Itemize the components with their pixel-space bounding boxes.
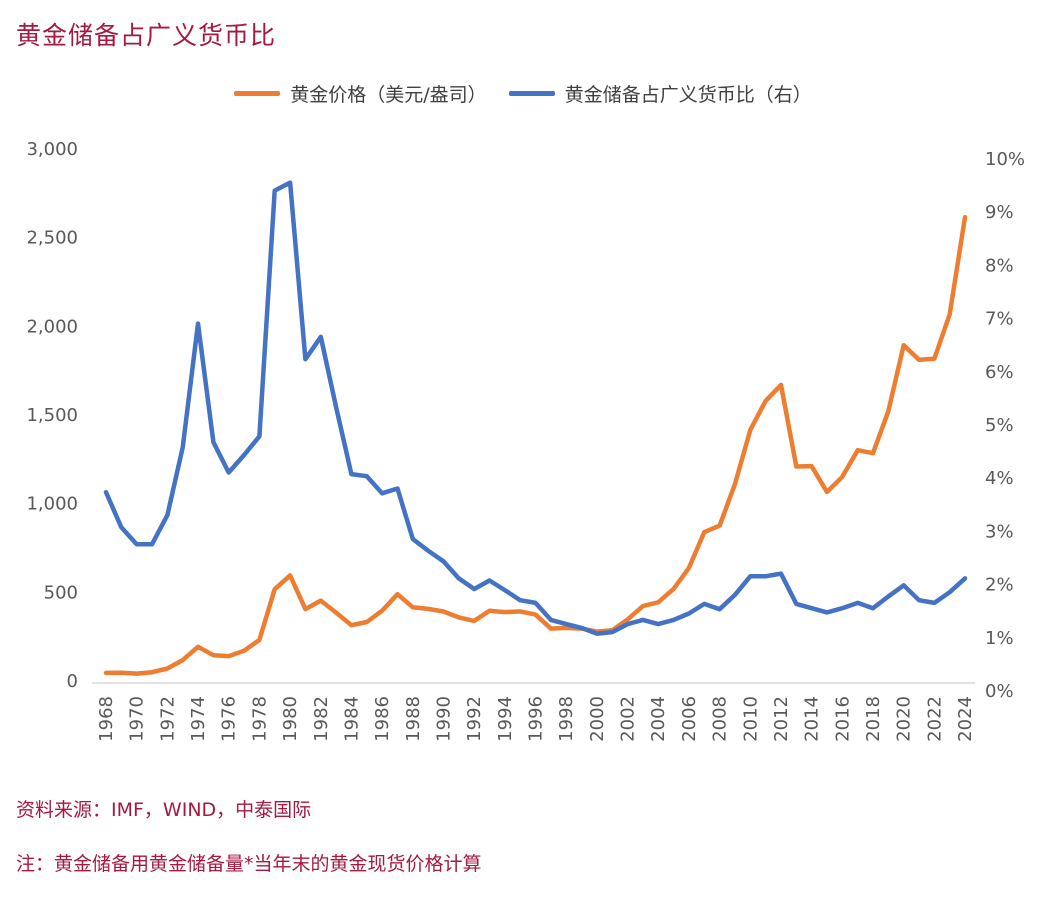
- y-right-tick-label: 1%: [985, 628, 1014, 649]
- source-note: 资料来源：IMF，WIND，中泰国际: [16, 799, 312, 821]
- x-tick-label: 2020: [894, 696, 915, 742]
- y-right-tick-label: 5%: [985, 415, 1014, 436]
- x-tick-label: 2012: [771, 696, 792, 742]
- x-tick-label: 2006: [679, 696, 700, 742]
- y-left-tick-label: 2,000: [26, 316, 78, 337]
- y-left-tick-label: 3,000: [26, 139, 78, 160]
- x-tick-label: 1978: [249, 696, 270, 742]
- x-tick-label: 1986: [372, 696, 393, 742]
- x-tick-label: 2008: [710, 696, 731, 742]
- legend-swatch-gold-price: [234, 91, 281, 96]
- x-tick-label: 1972: [157, 696, 178, 742]
- calculation-note: 注：黄金储备用黄金储备量*当年末的黄金现货价格计算: [16, 853, 482, 875]
- x-tick-label: 1994: [495, 696, 516, 742]
- x-tick-label: 2010: [740, 696, 761, 742]
- x-tick-label: 1980: [280, 696, 301, 742]
- x-tick-label: 2002: [618, 696, 639, 742]
- x-tick-label: 2022: [924, 696, 945, 742]
- x-tick-label: 2018: [863, 696, 884, 742]
- x-tick-label: 1990: [433, 696, 454, 742]
- x-tick-label: 1984: [341, 696, 362, 742]
- y-left-tick-label: 1,500: [26, 405, 78, 426]
- y-right-tick-label: 2%: [985, 575, 1014, 596]
- y-right-tick-label: 8%: [985, 255, 1014, 276]
- y-left-tick-label: 500: [44, 582, 78, 603]
- y-right-tick-label: 0%: [985, 681, 1014, 702]
- x-tick-label: 2000: [587, 696, 608, 742]
- x-tick-label: 1974: [188, 696, 209, 742]
- x-tick-label: 2024: [955, 696, 976, 742]
- x-tick-label: 1988: [403, 696, 424, 742]
- legend-item-gold-price: 黄金价格（美元/盎司）: [234, 80, 487, 107]
- y-right-tick-label: 9%: [985, 202, 1014, 223]
- x-tick-label: 1998: [556, 696, 577, 742]
- legend: 黄金价格（美元/盎司） 黄金储备占广义货币比（右）: [0, 80, 1046, 107]
- y-left-tick-label: 0: [67, 671, 78, 692]
- legend-label-gold-price: 黄金价格（美元/盎司）: [290, 84, 487, 106]
- legend-label-reserve-ratio: 黄金储备占广义货币比（右）: [564, 84, 812, 106]
- legend-swatch-reserve-ratio: [508, 91, 555, 96]
- x-tick-label: 2004: [648, 696, 669, 742]
- y-left-tick-label: 2,500: [26, 228, 78, 249]
- x-tick-label: 2016: [832, 696, 853, 742]
- y-left-tick-label: 1,000: [26, 494, 78, 515]
- y-right-tick-label: 7%: [985, 309, 1014, 330]
- y-right-tick-label: 10%: [985, 149, 1025, 170]
- series-line-reserve-ratio: [103, 180, 968, 636]
- x-tick-label: 2014: [802, 696, 823, 742]
- y-right-tick-label: 3%: [985, 521, 1014, 542]
- x-tick-label: 1982: [311, 696, 332, 742]
- y-right-tick-label: 6%: [985, 362, 1014, 383]
- x-tick-label: 1996: [526, 696, 547, 742]
- x-tick-label: 1968: [96, 696, 117, 742]
- x-tick-label: 1970: [127, 696, 148, 742]
- y-right-tick-label: 4%: [985, 468, 1014, 489]
- chart-title: 黄金储备占广义货币比: [16, 21, 277, 50]
- x-tick-label: 1976: [219, 696, 240, 742]
- legend-item-reserve-ratio: 黄金储备占广义货币比（右）: [508, 80, 812, 107]
- x-tick-label: 1992: [464, 696, 485, 742]
